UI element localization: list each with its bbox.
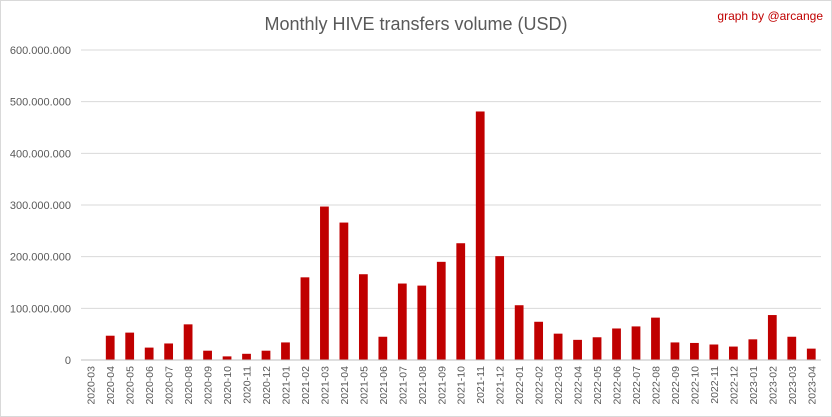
bar-2021-08 (417, 285, 427, 360)
bar-2021-02 (300, 277, 310, 360)
chart-title: Monthly HIVE transfers volume (USD) (264, 14, 567, 34)
x-tick-label: 2023-03 (787, 366, 799, 405)
bar-2022-08 (651, 317, 660, 360)
bar-2023-01 (748, 339, 758, 360)
x-tick-label: 2020-06 (144, 366, 156, 405)
bar-2022-11 (709, 344, 719, 360)
bar-2022-01 (514, 305, 524, 360)
x-tick-label: 2021-08 (417, 366, 429, 405)
x-tick-label: 2022-01 (514, 366, 526, 405)
gridlines (81, 49, 821, 309)
x-tick-label: 2022-08 (650, 366, 662, 405)
bar-2020-06 (144, 347, 154, 360)
y-tick-label: 100.000.000 (10, 303, 71, 315)
x-tick-label: 2023-01 (748, 366, 760, 405)
chart-credit: graph by @arcange (717, 9, 823, 23)
bar-2020-12 (261, 350, 271, 360)
x-tick-label: 2020-12 (261, 366, 273, 405)
bar-2020-07 (164, 343, 174, 360)
bar-2022-07 (631, 326, 641, 360)
x-tick-label: 2021-05 (358, 366, 370, 405)
x-tick-label: 2022-07 (631, 366, 643, 405)
x-tick-label: 2021-10 (456, 366, 468, 405)
x-tick-label: 2023-04 (806, 366, 818, 405)
bar-2021-01 (281, 342, 290, 360)
y-axis: 0 100.000.000 200.000.000 300.000.000 400.00… (10, 45, 71, 367)
x-tick-label: 2021-11 (475, 366, 487, 404)
x-axis: 2020-03 2020-04 2020-05 2020-06 2020-07 2020-… (86, 366, 819, 405)
x-tick-label: 2021-09 (436, 366, 448, 405)
bar-2022-03 (553, 333, 563, 360)
bar-2021-11 (475, 111, 485, 360)
bar-2021-09 (436, 261, 446, 360)
x-tick-label: 2021-01 (280, 366, 292, 405)
x-tick-label: 2022-11 (709, 366, 721, 404)
bar-2020-05 (125, 332, 135, 360)
bar-2021-12 (495, 256, 505, 360)
bar-2020-10 (222, 356, 232, 360)
bar-2022-04 (573, 339, 582, 360)
y-tick-label: 400.000.000 (10, 148, 71, 160)
x-tick-label: 2022-02 (534, 366, 546, 405)
bar-2022-02 (534, 321, 544, 360)
x-tick-label: 2020-07 (164, 366, 176, 405)
x-tick-label: 2021-04 (339, 366, 351, 405)
bar-2020-09 (203, 350, 212, 360)
bar-2022-05 (592, 337, 602, 360)
bars (105, 111, 816, 360)
x-tick-label: 2022-04 (573, 366, 585, 405)
bar-2021-05 (358, 274, 368, 360)
x-tick-label: 2020-05 (125, 366, 137, 405)
bar-2022-10 (690, 342, 699, 360)
bar-2020-11 (242, 353, 251, 360)
y-tick-label: 500.000.000 (10, 97, 71, 109)
bar-2021-04 (339, 222, 349, 360)
x-tick-label: 2023-02 (767, 366, 779, 405)
x-tick-label: 2022-03 (553, 366, 565, 405)
y-tick-label: 200.000.000 (10, 252, 71, 264)
bar-2020-08 (183, 324, 193, 360)
x-tick-label: 2020-08 (183, 366, 195, 405)
x-tick-label: 2020-09 (203, 366, 215, 405)
bar-2021-10 (456, 243, 466, 360)
x-tick-label: 2021-02 (300, 366, 312, 405)
y-tick-label: 300.000.000 (10, 200, 71, 212)
y-tick-label: 0 (65, 355, 71, 367)
x-tick-label: 2020-10 (222, 366, 234, 405)
bar-2023-04 (806, 348, 816, 360)
x-tick-label: 2022-06 (612, 366, 624, 405)
x-tick-label: 2020-04 (105, 366, 117, 405)
x-tick-label: 2022-05 (592, 366, 604, 405)
x-tick-label: 2022-12 (728, 366, 740, 405)
x-tick-label: 2021-12 (495, 366, 507, 405)
bar-2022-06 (612, 328, 621, 360)
bar-2021-06 (378, 336, 388, 360)
x-tick-label: 2021-03 (319, 366, 331, 405)
x-tick-label: 2022-09 (670, 366, 682, 405)
x-tick-label: 2020-03 (86, 366, 98, 405)
x-tick-label: 2020-11 (242, 366, 254, 404)
x-tick-label: 2021-06 (378, 366, 390, 405)
bar-2023-02 (767, 315, 777, 360)
x-tick-label: 2022-10 (689, 366, 701, 405)
bar-2022-09 (670, 342, 680, 360)
x-tick-label: 2021-07 (397, 366, 409, 405)
bar-2021-03 (320, 206, 329, 360)
bar-2020-04 (105, 335, 115, 360)
bar-2022-12 (728, 346, 738, 360)
bar-2021-07 (397, 283, 407, 360)
y-tick-label: 600.000.000 (10, 45, 71, 57)
bar-2023-03 (787, 336, 797, 360)
